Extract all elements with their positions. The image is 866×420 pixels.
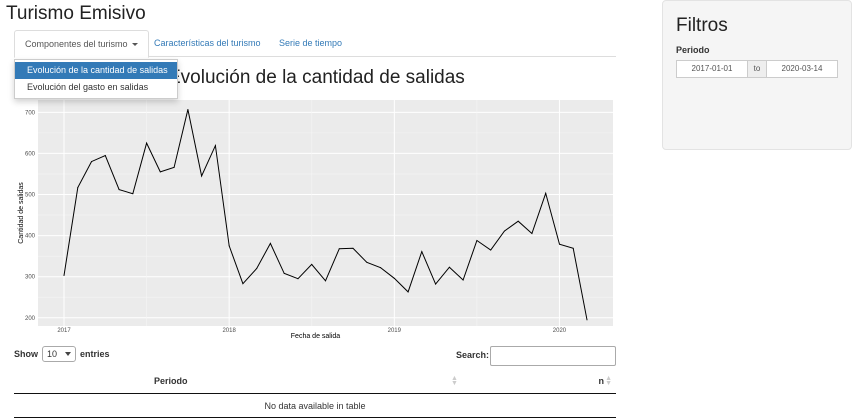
chevron-down-icon (65, 352, 71, 356)
nav-tabs: Componentes del turismo Características … (14, 30, 616, 58)
data-point (517, 220, 519, 222)
entries-label: entries (80, 349, 110, 359)
sort-icon[interactable]: ▲ ▼ (605, 375, 612, 387)
entries-value: 10 (47, 349, 58, 359)
data-point (490, 249, 492, 251)
data-point (476, 240, 478, 242)
data-table: Periodo ▲ ▼ n ▲ ▼ No data available in tab… (14, 370, 616, 418)
data-point (366, 261, 368, 263)
data-point (146, 142, 148, 144)
data-point (380, 267, 382, 269)
y-tick-label: 300 (25, 275, 36, 281)
y-tick-label: 700 (25, 110, 36, 116)
x-tick-label: 2019 (388, 328, 402, 334)
x-axis-label: Fecha de salida (291, 333, 341, 340)
plot-panel (38, 100, 613, 326)
app-title: Turismo Emisivo (6, 3, 146, 24)
entries-select[interactable]: 10 (42, 346, 76, 362)
data-point (214, 145, 216, 147)
x-tick-label: 2017 (57, 328, 71, 334)
filters-title: Filtros (676, 15, 728, 36)
search-label: Search: (456, 350, 490, 360)
data-point (283, 272, 285, 274)
data-point (393, 277, 395, 279)
show-label: Show (14, 349, 38, 359)
data-point (311, 263, 313, 265)
data-point (228, 245, 230, 247)
data-point (572, 247, 574, 249)
dropdown-menu: Evolución de la cantidad de salidas Evol… (14, 59, 178, 99)
data-point (91, 161, 93, 163)
y-tick-label: 500 (25, 193, 36, 199)
date-to-input[interactable]: 2020-03-14 (766, 60, 838, 78)
data-point (269, 242, 271, 244)
column-header-n[interactable]: n (598, 376, 605, 386)
data-point (104, 154, 106, 156)
filters-panel: Filtros Periodo 2017-01-01 to 2020-03-14 (662, 0, 852, 150)
data-point (187, 108, 189, 110)
line-chart: 200 300 400 500 600 700 2017 2018 2019 2020 Fecha … (18, 100, 613, 340)
x-tick-label: 2018 (222, 328, 236, 334)
show-entries: Show 10 entries (14, 346, 110, 362)
data-point (159, 171, 161, 173)
data-point (462, 279, 464, 281)
data-point (503, 230, 505, 232)
y-tick-label: 600 (25, 151, 36, 157)
y-axis-label: Cantidad de salidas (18, 182, 25, 244)
data-point (435, 283, 437, 285)
x-tick-label: 2020 (553, 328, 567, 334)
data-point (297, 278, 299, 280)
empty-table-row: No data available in table (14, 394, 616, 418)
table-header: Periodo ▲ ▼ n ▲ ▼ (14, 370, 616, 394)
data-point (173, 166, 175, 168)
y-tick-label: 400 (25, 234, 36, 240)
data-point (421, 251, 423, 253)
data-point (77, 187, 79, 189)
data-point (407, 291, 409, 293)
date-range-separator: to (748, 60, 766, 78)
data-point (586, 319, 588, 321)
tab-serie-de-tiempo[interactable]: Serie de tiempo (279, 38, 343, 48)
data-point (256, 267, 258, 269)
data-point (242, 283, 244, 285)
sort-icon[interactable]: ▲ ▼ (451, 375, 458, 387)
data-point (531, 233, 533, 235)
dropdown-item-gasto-salidas[interactable]: Evolución del gasto en salidas (27, 82, 149, 92)
data-point (448, 266, 450, 268)
data-point (132, 193, 134, 195)
chart-title: Evolución de la cantidad de salidas (168, 67, 465, 88)
tab-componentes-del-turismo[interactable]: Componentes del turismo (14, 30, 149, 58)
tab-caracteristicas-del-turismo[interactable]: Características del turismo (154, 38, 261, 48)
data-point (118, 189, 120, 191)
periodo-label: Periodo (676, 45, 710, 55)
column-header-periodo[interactable]: Periodo (154, 376, 188, 386)
search-input[interactable] (490, 346, 616, 366)
data-point (545, 192, 547, 194)
data-point (558, 243, 560, 245)
date-from-input[interactable]: 2017-01-01 (676, 60, 748, 78)
y-tick-label: 200 (25, 316, 36, 322)
tab-label: Componentes del turismo (25, 39, 128, 49)
dropdown-item-cantidad-salidas[interactable]: Evolución de la cantidad de salidas (15, 62, 177, 79)
data-point (352, 247, 354, 249)
data-point (201, 175, 203, 177)
caret-down-icon (131, 43, 138, 47)
data-point (63, 274, 65, 276)
data-point (338, 248, 340, 250)
data-point (325, 280, 326, 282)
